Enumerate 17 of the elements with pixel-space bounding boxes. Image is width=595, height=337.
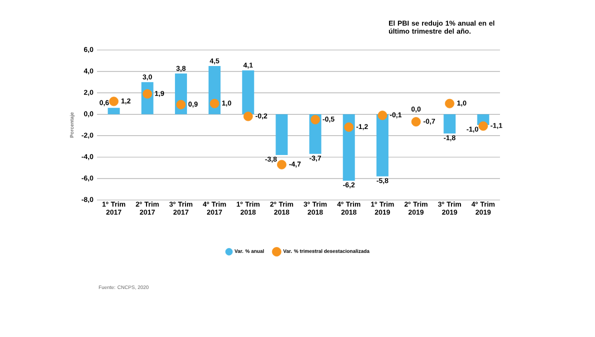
point xyxy=(176,100,186,110)
point xyxy=(109,96,118,106)
point xyxy=(210,98,220,108)
bar xyxy=(376,114,388,176)
point xyxy=(310,114,320,124)
bar xyxy=(276,114,288,155)
point xyxy=(378,110,388,120)
point xyxy=(478,121,488,131)
point xyxy=(277,160,286,170)
point xyxy=(243,112,253,122)
bar xyxy=(342,114,355,181)
bar xyxy=(444,114,456,134)
point xyxy=(344,122,354,132)
bar xyxy=(108,108,120,114)
bar xyxy=(242,70,254,114)
point xyxy=(444,98,454,108)
point xyxy=(411,117,421,126)
